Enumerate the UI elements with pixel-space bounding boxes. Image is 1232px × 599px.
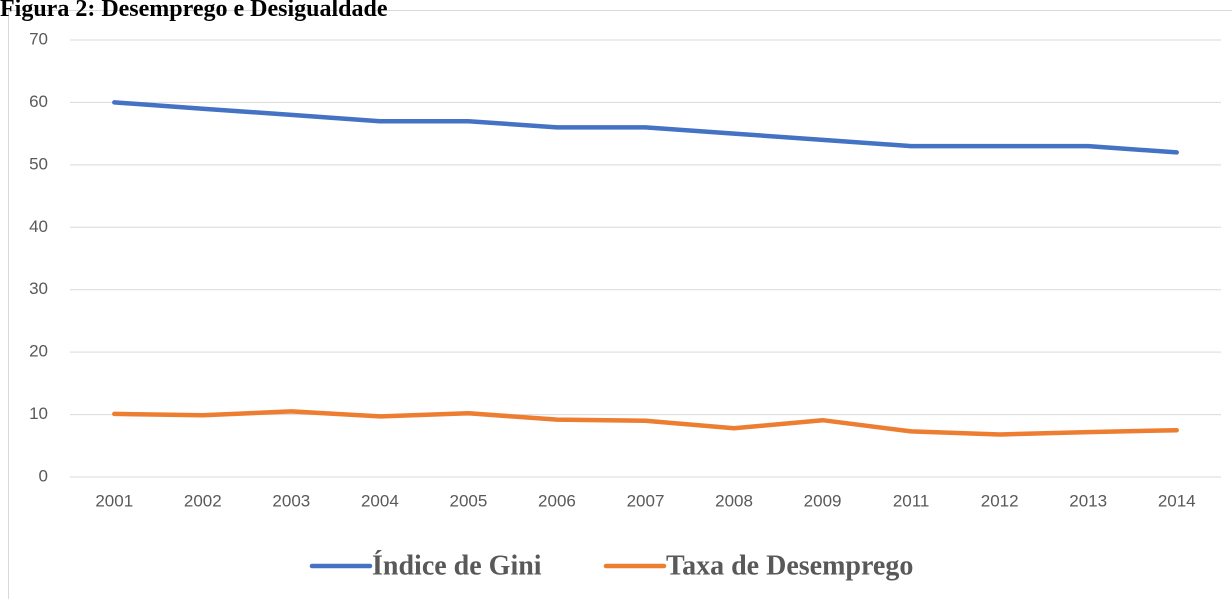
- x-tick-label: 2009: [804, 491, 842, 510]
- legend-label: Taxa de Desemprego: [666, 550, 913, 581]
- y-tick-label: 70: [29, 29, 48, 48]
- x-tick-label: 2011: [893, 491, 930, 510]
- y-tick-label: 60: [29, 92, 48, 111]
- x-tick-label: 2013: [1069, 491, 1107, 510]
- x-tick-label: 2008: [715, 491, 753, 510]
- x-tick-label: 2007: [627, 491, 665, 510]
- x-tick-label: 2012: [981, 491, 1019, 510]
- x-tick-label: 2001: [95, 491, 133, 510]
- x-tick-label: 2002: [184, 491, 222, 510]
- y-tick-label: 40: [29, 217, 48, 236]
- x-tick-label: 2003: [272, 491, 310, 510]
- chart-title: Figura 2: Desemprego e Desigualdade: [0, 0, 388, 22]
- chart-frame: [8, 10, 1232, 599]
- y-tick-label: 50: [29, 154, 48, 173]
- x-tick-label: 2006: [538, 491, 576, 510]
- legend-label: Índice de Gini: [372, 550, 542, 581]
- data-line: [112, 100, 1179, 155]
- y-tick-label: 0: [39, 466, 48, 485]
- y-tick-label: 30: [29, 279, 48, 298]
- x-tick-label: 2004: [361, 491, 399, 510]
- x-tick-label: 2005: [450, 491, 488, 510]
- data-line: [112, 409, 1179, 437]
- x-tick-label: 2014: [1158, 491, 1196, 510]
- y-tick-label: 20: [29, 342, 48, 361]
- y-tick-label: 10: [29, 404, 48, 423]
